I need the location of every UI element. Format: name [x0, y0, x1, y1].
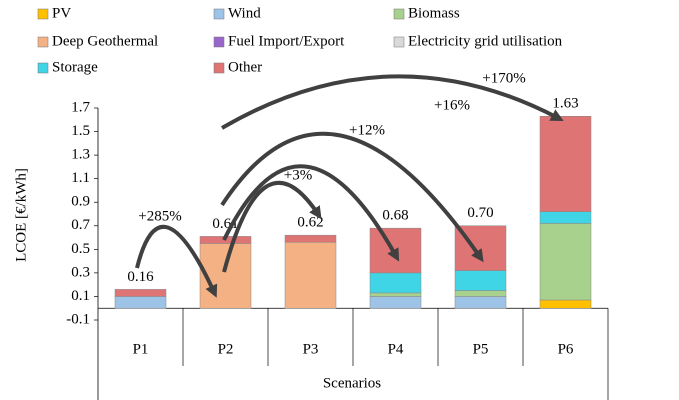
bar-segment — [454, 290, 507, 297]
annotation-arrow — [220, 131, 484, 263]
legend-label: Other — [228, 59, 262, 75]
y-tick-label: 1.7 — [71, 99, 90, 115]
annotation-arrow — [135, 224, 218, 298]
x-tick-label: P4 — [388, 341, 404, 357]
bar-segment — [454, 270, 507, 291]
y-tick-label: 1.3 — [71, 147, 90, 163]
bar-segment — [539, 115, 592, 212]
y-tick-label: 0.3 — [71, 264, 90, 280]
y-tick-label: 0.7 — [71, 217, 90, 233]
bar-segment — [369, 292, 422, 297]
legend-swatch — [213, 36, 225, 48]
bar-segment — [284, 242, 337, 309]
total-label: 0.62 — [297, 215, 323, 231]
annotation-label: +285% — [138, 208, 181, 224]
x-tick-label: P2 — [218, 341, 234, 357]
legend-label: Deep Geothermal — [52, 33, 158, 49]
annotation-label: +170% — [482, 70, 525, 86]
legend-label: PV — [52, 5, 71, 21]
legend-swatch — [393, 8, 405, 20]
y-tick-label: 1.5 — [71, 123, 90, 139]
bar-segment — [539, 223, 592, 301]
bar-segment — [369, 227, 422, 274]
x-tick-label: P6 — [558, 341, 574, 357]
annotation-label: +12% — [349, 122, 385, 138]
annotation-label: +16% — [434, 97, 470, 113]
y-tick-label: 0.9 — [71, 194, 90, 210]
legend-label: Electricity grid utilisation — [408, 33, 563, 49]
bar-segment — [539, 211, 592, 224]
x-tick-label: P5 — [473, 341, 489, 357]
bar-segment — [454, 296, 507, 309]
legend-swatch — [37, 36, 49, 48]
bar-segment — [369, 296, 422, 309]
annotation-arrow — [222, 164, 400, 262]
annotation-arrow — [222, 180, 322, 273]
legend-label: Biomass — [408, 5, 460, 21]
total-label: 0.68 — [382, 208, 408, 224]
legend-swatch — [37, 8, 49, 20]
legend-swatch — [213, 8, 225, 20]
y-tick-label: 0.1 — [71, 288, 90, 304]
total-label: 0.16 — [127, 269, 154, 285]
legend-label: Storage — [52, 59, 98, 75]
annotation-label: +3% — [284, 167, 312, 183]
bar-segment — [539, 299, 592, 309]
y-tick-label: -0.1 — [66, 311, 90, 327]
total-label: 1.63 — [552, 96, 578, 112]
x-tick-label: P1 — [133, 341, 149, 357]
x-axis-label: Scenarios — [323, 375, 381, 391]
bar-segment — [114, 289, 167, 297]
bar-segment — [369, 272, 422, 294]
legend-label: Wind — [228, 5, 261, 21]
legend-label: Fuel Import/Export — [228, 33, 345, 49]
bar-segment — [114, 296, 167, 309]
legend-swatch — [213, 62, 225, 74]
bar-segment — [284, 234, 337, 243]
legend-swatch — [393, 36, 405, 48]
total-label: 0.70 — [467, 205, 493, 221]
x-tick-label: P3 — [303, 341, 319, 357]
y-axis-label: LCOE [€/kWh] — [13, 168, 29, 262]
y-tick-label: 0.5 — [71, 241, 90, 257]
y-tick-label: 1.1 — [71, 170, 90, 186]
legend-swatch — [37, 62, 49, 74]
annotation-arrow — [220, 74, 564, 130]
